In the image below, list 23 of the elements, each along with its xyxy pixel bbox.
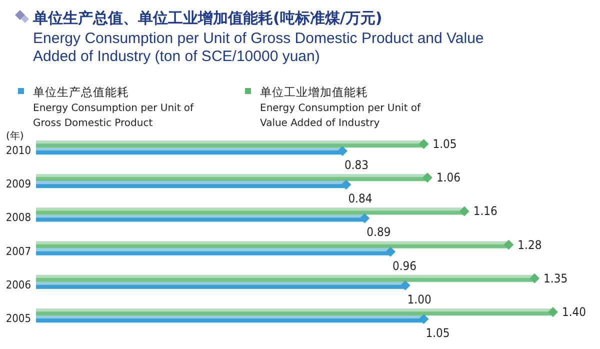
y-tick-label: 2006 (6, 278, 31, 292)
legend-label: 单位工业增加值能耗 Energy Consumption per Unit of Value Added of Industry (260, 85, 422, 129)
data-label: 1.00 (407, 292, 432, 306)
y-tick-label: 2008 (6, 211, 31, 224)
y-tick-label: 2007 (6, 244, 31, 258)
data-label: 1.05 (426, 326, 450, 340)
data-label: 1.06 (436, 170, 461, 185)
y-tick-label: 2009 (6, 178, 31, 191)
chart-title: 单位生产总值、单位工业增加值能耗(吨标准煤/万元) (32, 9, 382, 27)
y-tick-label: 2010 (6, 144, 31, 157)
legend-label: 单位生产总值能耗 Energy Consumption per Unit of Gross Domestic Product (33, 85, 194, 129)
y-tick-label: 2005 (6, 312, 31, 325)
data-label: 1.16 (473, 204, 498, 218)
data-label: 0.83 (344, 158, 369, 172)
y-axis-title: (年) (6, 130, 24, 142)
chart-subtitle: Energy Consumption per Unit of Gross Domestic Product and Value Added of Industry (ton of SCE/10000 yuan) (33, 30, 484, 65)
data-label: 1.28 (518, 238, 542, 252)
data-label: 1.05 (432, 137, 457, 151)
data-label: 1.40 (562, 305, 586, 319)
data-label: 1.35 (544, 271, 568, 286)
data-label: 0.96 (392, 258, 417, 273)
data-label: 0.89 (366, 225, 391, 240)
data-label: 0.84 (348, 192, 372, 206)
